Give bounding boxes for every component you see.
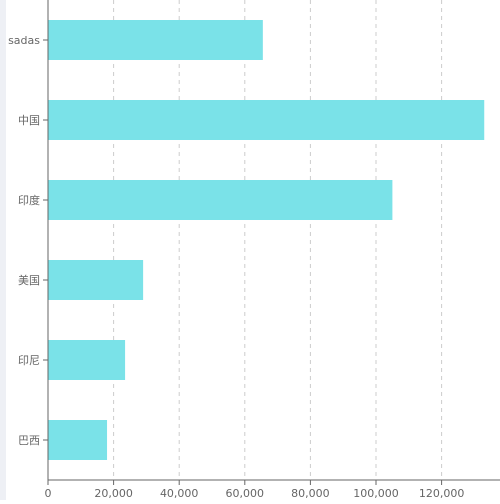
bar [48, 340, 126, 380]
x-tick-label: 100,000 [353, 487, 399, 500]
bar [48, 260, 144, 300]
category-label: 美国 [18, 274, 40, 287]
x-tick-label: 80,000 [291, 487, 330, 500]
x-tick-label: 60,000 [226, 487, 265, 500]
category-label: 印度 [18, 193, 40, 207]
bar [48, 420, 108, 460]
left-edge-strip [0, 0, 6, 500]
axis-layer [43, 0, 500, 485]
x-tick-label: 40,000 [160, 487, 199, 500]
grid-layer [113, 0, 443, 480]
category-label: 印尼 [18, 354, 40, 367]
bar [48, 100, 485, 140]
x-tick-label: 0 [45, 487, 52, 500]
x-tick-label: 120,000 [419, 487, 465, 500]
bar-layer [48, 20, 485, 460]
x-tick-label: 20,000 [94, 487, 133, 500]
category-label: 巴西 [18, 434, 40, 447]
bar [48, 20, 263, 60]
label-layer: 020,00040,00060,00080,000100,000120,0001… [8, 34, 465, 500]
bar [48, 180, 393, 220]
category-label: sadas [8, 34, 40, 47]
category-label: 中国 [18, 114, 40, 127]
